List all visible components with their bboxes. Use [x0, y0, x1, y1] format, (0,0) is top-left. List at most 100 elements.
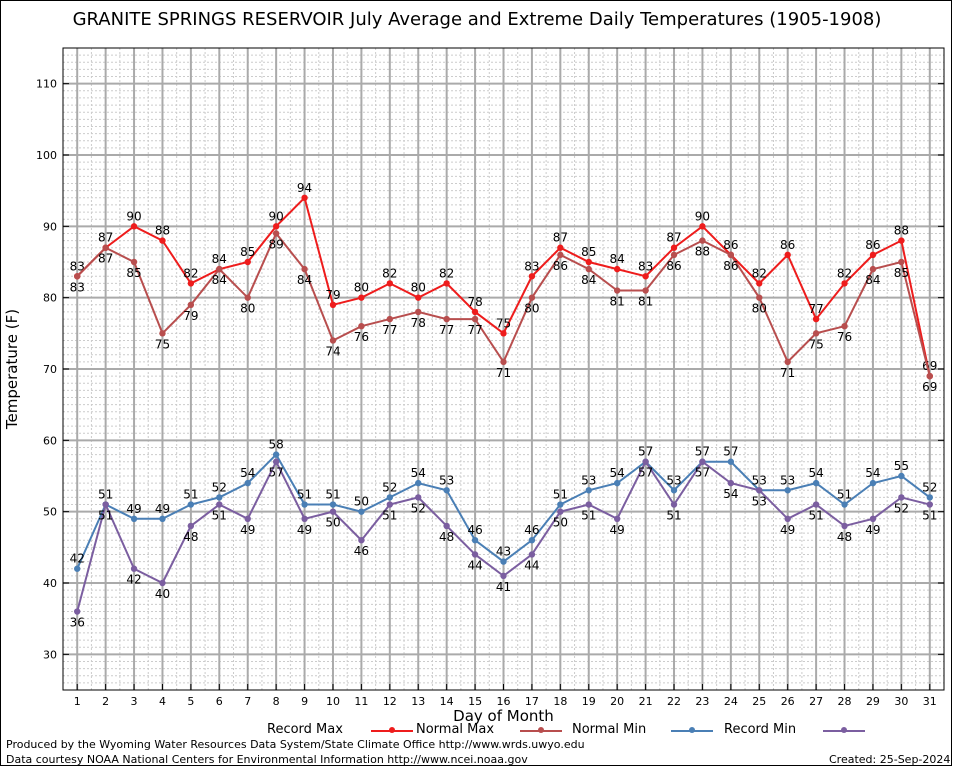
data-point-normal-min — [528, 537, 536, 544]
data-point-record-max — [528, 273, 536, 280]
data-point-normal-min — [926, 494, 933, 501]
x-tick-label: 12 — [383, 695, 397, 708]
data-label-record-max: 77 — [808, 302, 823, 316]
data-point-normal-max — [557, 251, 564, 259]
data-point-normal-max — [386, 315, 394, 323]
data-label-record-max: 82 — [837, 266, 852, 280]
data-label-normal-max: 85 — [126, 266, 141, 280]
data-label-normal-min: 51 — [325, 488, 340, 502]
data-point-record-min — [386, 501, 394, 508]
data-point-record-min — [528, 551, 536, 558]
x-tick-label: 20 — [610, 695, 624, 708]
data-label-record-max: 82 — [439, 266, 454, 280]
data-label-normal-max: 75 — [155, 337, 170, 351]
credit-data-source: Data courtesy NOAA National Centers for … — [6, 753, 528, 766]
data-point-normal-min — [74, 565, 81, 572]
data-point-record-min — [869, 515, 877, 522]
data-label-normal-max: 69 — [922, 380, 937, 394]
data-label-record-min: 51 — [666, 509, 681, 523]
x-tick-label: 17 — [525, 695, 539, 708]
y-axis-label: Temperature (F) — [3, 309, 21, 430]
data-point-record-max — [329, 301, 337, 308]
data-label-normal-min: 46 — [524, 523, 539, 537]
data-point-record-max — [812, 315, 820, 323]
data-label-normal-max: 86 — [666, 259, 681, 273]
data-label-normal-max: 81 — [610, 295, 625, 309]
data-point-normal-max — [670, 251, 678, 259]
data-label-record-min: 46 — [354, 544, 369, 558]
data-point-record-max — [159, 237, 166, 244]
data-point-normal-max — [102, 244, 109, 251]
data-label-record-max: 85 — [240, 245, 255, 259]
y-tick-label: 80 — [43, 292, 57, 305]
data-label-normal-max: 84 — [212, 273, 227, 287]
data-label-record-max: 84 — [610, 252, 625, 266]
y-tick-label: 50 — [43, 506, 57, 519]
data-point-record-max — [841, 280, 848, 287]
x-tick-label: 29 — [866, 695, 880, 708]
data-point-normal-max — [841, 323, 848, 330]
data-point-record-min — [699, 458, 706, 465]
data-label-record-min: 57 — [638, 466, 653, 480]
data-point-normal-max — [926, 372, 933, 380]
data-label-record-min: 41 — [496, 580, 511, 594]
data-label-record-min: 49 — [610, 523, 625, 537]
data-label-normal-min: 50 — [354, 495, 369, 509]
data-label-normal-min: 53 — [780, 473, 795, 487]
data-point-record-max — [642, 273, 649, 280]
data-point-record-max — [415, 294, 422, 301]
data-label-normal-min: 55 — [894, 459, 909, 473]
x-tick-label: 22 — [667, 695, 681, 708]
x-tick-label: 24 — [724, 695, 738, 708]
data-label-normal-min: 53 — [752, 473, 767, 487]
data-label-normal-max: 86 — [723, 259, 738, 273]
data-label-normal-max: 88 — [695, 245, 710, 259]
data-label-normal-max: 80 — [240, 302, 255, 316]
data-point-record-min — [415, 494, 422, 501]
legend-label-record-max: Record Max — [267, 722, 343, 737]
y-tick-label: 60 — [43, 434, 57, 447]
data-label-record-max: 82 — [752, 266, 767, 280]
data-point-normal-max — [159, 330, 166, 337]
data-label-record-min: 48 — [837, 530, 852, 544]
data-label-record-max: 87 — [553, 231, 568, 245]
data-label-normal-max: 76 — [354, 330, 369, 344]
data-point-normal-min — [244, 479, 251, 487]
data-label-record-min: 50 — [553, 516, 568, 530]
data-label-record-max: 87 — [98, 231, 113, 245]
data-label-record-min: 49 — [780, 523, 795, 537]
data-point-record-min — [130, 565, 138, 572]
data-point-record-max — [670, 244, 678, 251]
data-point-record-min — [756, 487, 763, 494]
data-point-record-min — [613, 515, 621, 522]
data-label-record-min: 54 — [723, 487, 738, 501]
data-point-normal-max — [585, 265, 592, 273]
x-tick-label: 23 — [695, 695, 709, 708]
data-point-normal-min — [613, 479, 621, 487]
data-label-normal-min: 43 — [496, 545, 511, 559]
data-point-record-min — [841, 522, 848, 530]
y-tick-label: 70 — [43, 363, 57, 376]
data-label-record-max: 90 — [269, 209, 284, 223]
data-label-record-min: 51 — [98, 509, 113, 523]
credit-producer: Produced by the Wyoming Water Resources … — [6, 738, 585, 751]
data-point-record-min — [102, 501, 109, 508]
y-tick-label: 110 — [36, 78, 57, 91]
data-label-normal-min: 51 — [98, 488, 113, 502]
data-label-record-max: 83 — [524, 259, 539, 273]
data-point-normal-max — [358, 323, 365, 330]
data-point-record-max — [585, 258, 592, 266]
data-point-normal-min — [358, 508, 365, 515]
x-tick-label: 10 — [326, 695, 340, 708]
data-label-record-min: 44 — [524, 558, 539, 572]
data-point-normal-max — [528, 294, 536, 301]
data-point-record-max — [756, 280, 763, 287]
data-label-normal-max: 80 — [524, 302, 539, 316]
data-point-record-min — [784, 515, 791, 522]
data-label-normal-max: 83 — [70, 280, 85, 294]
data-label-normal-min: 57 — [695, 445, 710, 459]
data-point-normal-max — [500, 358, 507, 366]
legend-label-normal-min: Normal Min — [572, 722, 647, 737]
data-label-normal-min: 49 — [126, 502, 141, 516]
data-point-record-max — [869, 251, 877, 259]
